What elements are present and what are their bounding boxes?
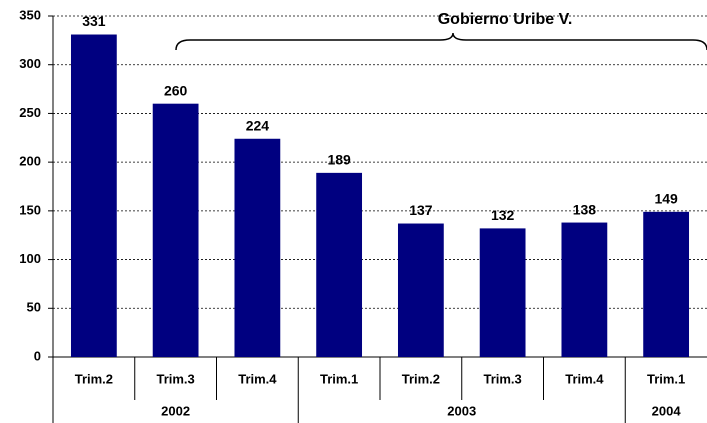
value-label: 137 <box>409 202 433 218</box>
bar <box>152 103 199 357</box>
bar <box>643 211 690 357</box>
x-tick-label: Trim.2 <box>75 371 113 386</box>
x-tick-label: Trim.2 <box>402 371 440 386</box>
x-tick-label: Trim.3 <box>483 371 521 386</box>
y-tick-label: 350 <box>19 7 41 22</box>
x-tick-label: Trim.1 <box>320 371 358 386</box>
bar <box>234 138 281 357</box>
y-tick-label: 250 <box>19 105 41 120</box>
group-label: 2003 <box>447 403 476 418</box>
bar <box>561 222 608 357</box>
bar <box>70 34 117 358</box>
bar <box>316 172 363 357</box>
bar <box>479 228 526 357</box>
value-label: 260 <box>164 82 188 98</box>
value-label: 189 <box>327 152 351 168</box>
annotation: Gobierno Uribe V. <box>438 11 573 28</box>
y-tick-label: 300 <box>19 56 41 71</box>
y-tick-label: 100 <box>19 251 41 266</box>
value-label: 138 <box>573 201 597 217</box>
group-label: 2004 <box>652 403 682 418</box>
y-tick-label: 0 <box>34 348 41 363</box>
brace <box>175 32 707 51</box>
x-tick-label: Trim.1 <box>647 371 685 386</box>
y-tick-label: 50 <box>27 300 41 315</box>
value-label: 224 <box>246 117 270 133</box>
x-tick-label: Trim.3 <box>156 371 194 386</box>
group-label: 2002 <box>161 403 190 418</box>
value-label: 149 <box>654 191 678 207</box>
y-tick-label: 150 <box>19 202 41 217</box>
x-tick-label: Trim.4 <box>238 371 277 386</box>
x-tick-label: Trim.4 <box>565 371 604 386</box>
y-tick-label: 200 <box>19 154 41 169</box>
bar <box>397 223 444 357</box>
value-label: 132 <box>491 207 515 223</box>
value-label: 331 <box>82 13 106 29</box>
